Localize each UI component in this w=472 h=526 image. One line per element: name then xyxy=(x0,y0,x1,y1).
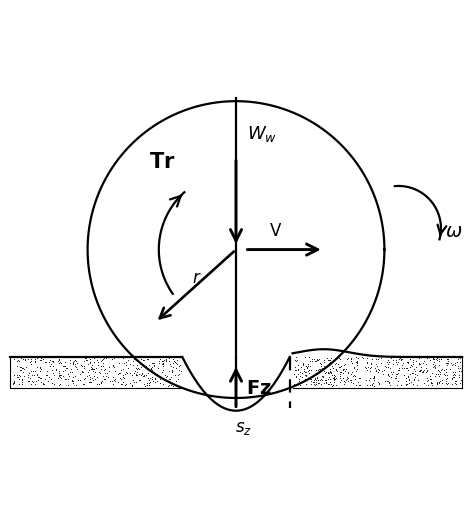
Text: V: V xyxy=(270,221,281,240)
Text: $r$: $r$ xyxy=(192,269,201,287)
Text: $W_w$: $W_w$ xyxy=(247,124,278,144)
Polygon shape xyxy=(293,349,462,388)
Text: $\omega$: $\omega$ xyxy=(445,221,463,241)
Text: $s_z$: $s_z$ xyxy=(235,419,252,437)
Text: $\mathit{\mathbf{T}}\mathit{\mathbf{r}}$: $\mathit{\mathbf{T}}\mathit{\mathbf{r}}$ xyxy=(149,152,176,172)
Polygon shape xyxy=(10,357,182,388)
Text: $\mathit{\mathbf{F}}\mathit{\mathbf{z}}$: $\mathit{\mathbf{F}}\mathit{\mathbf{z}}$ xyxy=(246,379,271,398)
